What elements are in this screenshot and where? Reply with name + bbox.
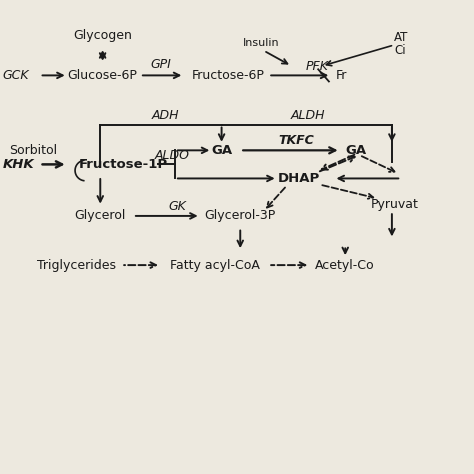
Text: PFK: PFK — [306, 60, 328, 73]
Text: Triglycerides: Triglycerides — [37, 259, 117, 272]
Text: GCK: GCK — [2, 69, 29, 82]
Text: Fructose-6P: Fructose-6P — [192, 69, 265, 82]
Text: GK: GK — [168, 200, 186, 213]
Text: Fatty acyl-CoA: Fatty acyl-CoA — [170, 259, 260, 272]
Text: Glycerol: Glycerol — [74, 210, 126, 222]
Text: Pyruvat: Pyruvat — [371, 198, 419, 211]
Text: Acetyl-Co: Acetyl-Co — [315, 259, 374, 272]
Text: AT: AT — [394, 31, 409, 45]
Text: TKFC: TKFC — [278, 135, 314, 147]
Text: GA: GA — [211, 144, 232, 157]
Text: Ci: Ci — [394, 44, 406, 57]
Text: DHAP: DHAP — [277, 172, 319, 185]
Text: Glycogen: Glycogen — [73, 29, 132, 42]
Text: Fructose-1P: Fructose-1P — [79, 158, 168, 171]
Text: Glucose-6P: Glucose-6P — [68, 69, 137, 82]
Text: GA: GA — [345, 144, 366, 157]
Text: ALDO: ALDO — [155, 148, 190, 162]
Text: ADH: ADH — [152, 109, 179, 122]
Text: Fr: Fr — [336, 69, 347, 82]
Text: GPI: GPI — [150, 58, 172, 71]
Text: Insulin: Insulin — [243, 37, 280, 47]
Text: ALDH: ALDH — [291, 109, 325, 122]
Text: Sorbitol: Sorbitol — [9, 144, 57, 157]
Text: Glycerol-3P: Glycerol-3P — [205, 210, 276, 222]
Text: KHK: KHK — [2, 158, 34, 171]
